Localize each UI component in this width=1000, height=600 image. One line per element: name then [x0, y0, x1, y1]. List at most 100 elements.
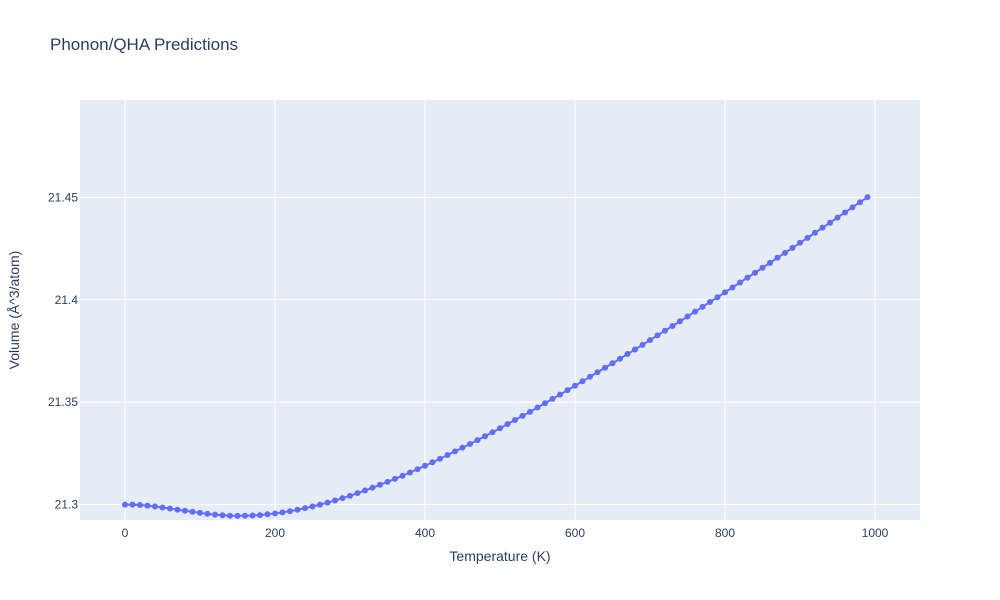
data-point[interactable]	[332, 497, 338, 504]
data-point[interactable]	[714, 294, 721, 301]
data-point[interactable]	[414, 466, 421, 473]
data-point[interactable]	[774, 254, 781, 261]
data-point[interactable]	[624, 351, 631, 358]
data-point[interactable]	[632, 346, 638, 353]
data-point[interactable]	[137, 502, 143, 509]
data-point[interactable]	[557, 391, 563, 398]
data-point[interactable]	[707, 299, 713, 306]
data-point[interactable]	[182, 507, 188, 514]
data-point[interactable]	[549, 395, 556, 402]
data-point[interactable]	[489, 429, 496, 436]
data-point[interactable]	[737, 279, 743, 286]
data-point[interactable]	[362, 487, 368, 494]
data-point[interactable]	[849, 204, 856, 211]
data-point[interactable]	[594, 369, 601, 376]
data-point[interactable]	[399, 472, 406, 479]
data-point[interactable]	[512, 417, 518, 424]
data-point[interactable]	[842, 209, 848, 216]
data-point[interactable]	[782, 249, 788, 256]
data-point[interactable]	[587, 373, 593, 380]
data-point[interactable]	[729, 284, 736, 291]
data-point[interactable]	[384, 478, 391, 485]
data-point[interactable]	[227, 512, 233, 519]
data-point[interactable]	[174, 506, 181, 513]
data-point[interactable]	[497, 425, 503, 432]
data-point[interactable]	[474, 437, 481, 444]
data-point[interactable]	[242, 512, 248, 519]
data-point[interactable]	[684, 313, 691, 320]
data-point[interactable]	[812, 229, 818, 236]
data-point[interactable]	[317, 501, 323, 508]
data-point[interactable]	[152, 503, 158, 510]
data-point[interactable]	[504, 421, 511, 428]
data-point[interactable]	[429, 459, 436, 466]
data-point[interactable]	[302, 505, 308, 512]
data-point[interactable]	[857, 199, 863, 206]
data-point[interactable]	[287, 508, 293, 515]
data-point[interactable]	[752, 269, 758, 276]
data-point[interactable]	[669, 322, 676, 329]
data-point[interactable]	[602, 364, 608, 371]
data-point[interactable]	[459, 444, 466, 451]
data-point[interactable]	[467, 440, 473, 447]
data-point[interactable]	[122, 501, 128, 508]
data-point[interactable]	[692, 308, 698, 315]
data-point[interactable]	[654, 332, 661, 339]
data-point[interactable]	[294, 506, 301, 513]
data-point[interactable]	[564, 387, 571, 394]
data-point[interactable]	[167, 505, 173, 512]
data-point[interactable]	[272, 510, 278, 517]
data-point[interactable]	[354, 490, 361, 497]
data-point[interactable]	[804, 234, 811, 241]
data-point[interactable]	[144, 502, 151, 509]
data-point[interactable]	[767, 259, 773, 266]
data-point[interactable]	[324, 499, 331, 506]
data-point[interactable]	[542, 400, 548, 407]
data-point[interactable]	[444, 452, 451, 459]
data-point[interactable]	[572, 382, 578, 389]
data-point[interactable]	[392, 475, 398, 482]
data-point[interactable]	[264, 511, 271, 518]
data-point[interactable]	[309, 503, 316, 510]
data-point[interactable]	[347, 492, 353, 499]
data-point[interactable]	[617, 355, 623, 362]
data-point[interactable]	[744, 274, 751, 281]
data-point[interactable]	[527, 408, 533, 415]
data-point[interactable]	[759, 264, 766, 271]
data-point[interactable]	[219, 512, 226, 519]
data-point[interactable]	[519, 412, 526, 419]
data-point[interactable]	[482, 433, 488, 440]
data-point[interactable]	[197, 509, 203, 516]
data-point[interactable]	[279, 509, 286, 516]
data-point[interactable]	[662, 327, 668, 334]
data-point[interactable]	[369, 484, 376, 491]
data-point[interactable]	[204, 510, 211, 517]
data-point[interactable]	[189, 508, 196, 515]
data-point[interactable]	[212, 511, 218, 518]
data-point[interactable]	[834, 214, 841, 221]
data-point[interactable]	[797, 239, 803, 246]
data-point[interactable]	[452, 448, 458, 455]
data-point[interactable]	[257, 512, 263, 519]
data-point[interactable]	[407, 469, 413, 476]
data-point[interactable]	[677, 318, 683, 325]
data-point[interactable]	[534, 404, 541, 411]
data-point[interactable]	[129, 501, 136, 508]
data-point[interactable]	[422, 462, 428, 469]
data-point[interactable]	[609, 360, 616, 367]
data-point[interactable]	[819, 224, 826, 231]
data-point[interactable]	[159, 504, 166, 511]
data-point[interactable]	[437, 455, 443, 462]
data-point[interactable]	[722, 289, 728, 296]
data-point[interactable]	[699, 303, 706, 310]
data-point[interactable]	[339, 495, 346, 502]
data-point[interactable]	[864, 194, 871, 201]
data-point[interactable]	[579, 378, 586, 385]
data-point[interactable]	[789, 244, 796, 251]
data-point[interactable]	[639, 341, 646, 348]
data-point[interactable]	[249, 512, 256, 519]
data-point[interactable]	[827, 219, 833, 226]
data-point[interactable]	[377, 481, 383, 488]
data-point[interactable]	[647, 337, 653, 344]
data-point[interactable]	[234, 512, 241, 519]
